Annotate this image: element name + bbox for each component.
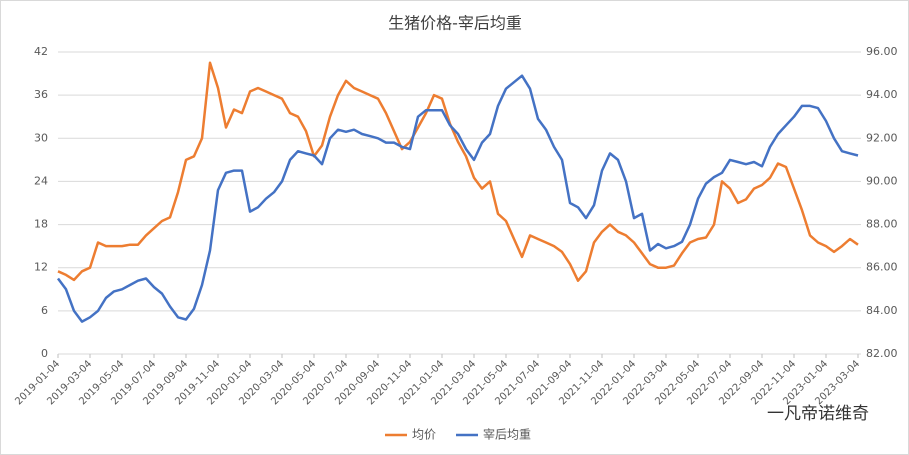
chart-title: 生猪价格-宰后均重 xyxy=(388,14,522,33)
line-series xyxy=(56,74,859,323)
y-tick-label: 30 xyxy=(34,131,48,144)
y-tick-label: 18 xyxy=(34,218,48,231)
y2-tick-label: 92.00 xyxy=(866,131,898,144)
y2-tick-label: 84.00 xyxy=(866,304,898,317)
y-tick-label: 36 xyxy=(34,88,48,101)
watermark: 一凡帝诺维奇 xyxy=(767,404,869,424)
y-tick-label: 12 xyxy=(34,261,48,274)
y-tick-label: 0 xyxy=(41,347,48,360)
y2-tick-label: 86.00 xyxy=(866,261,898,274)
y2-tick-label: 90.00 xyxy=(866,174,898,187)
legend-label: 均价 xyxy=(412,428,436,442)
y-tick-label: 42 xyxy=(34,45,48,58)
y2-tick-label: 96.00 xyxy=(866,45,898,58)
legend-label: 宰后均重 xyxy=(483,427,531,442)
y2-tick-label: 94.00 xyxy=(866,88,898,101)
y-tick-label: 24 xyxy=(34,174,48,187)
y-tick-label: 6 xyxy=(41,304,48,317)
y2-tick-label: 88.00 xyxy=(866,218,898,231)
y2-tick-label: 82.00 xyxy=(866,347,898,360)
line-series xyxy=(57,61,859,282)
